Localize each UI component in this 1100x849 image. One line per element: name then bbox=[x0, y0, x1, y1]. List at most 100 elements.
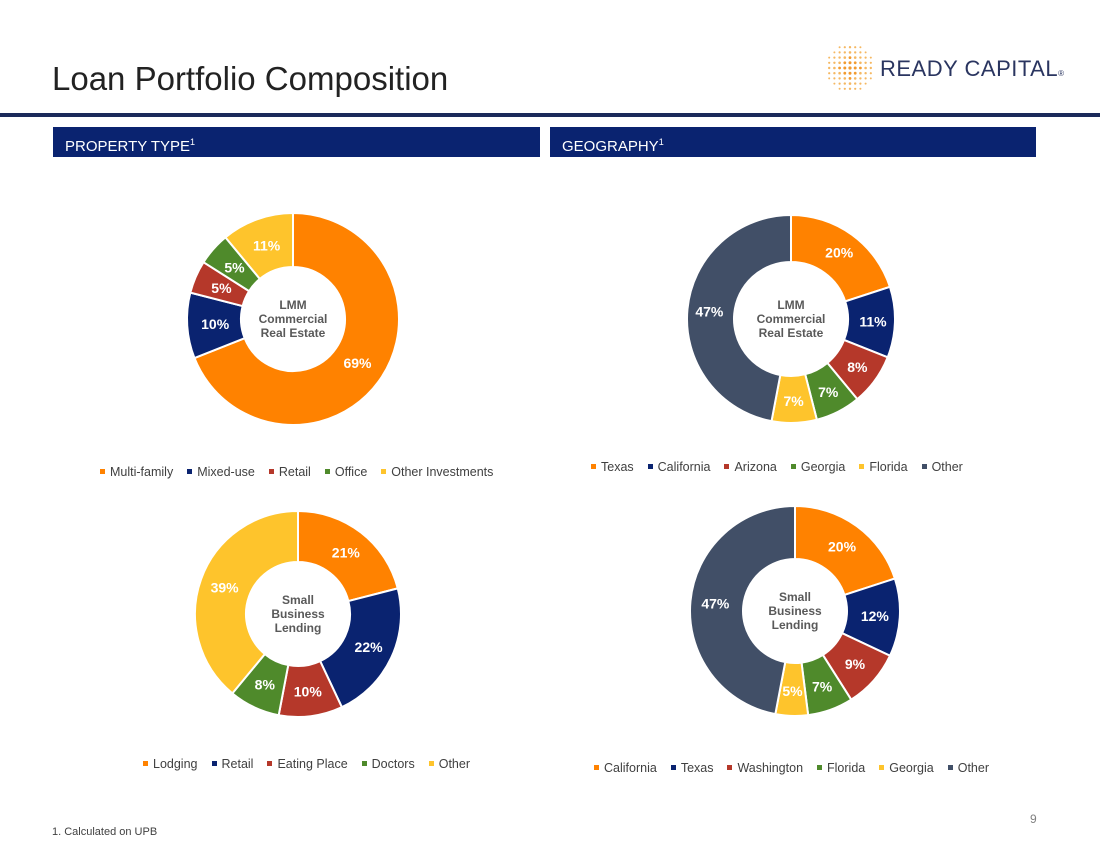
data-label-sbl-property-4: 39% bbox=[211, 580, 240, 596]
legend-item-georgia: Georgia bbox=[790, 460, 845, 474]
legend-swatch bbox=[724, 464, 730, 470]
legend-swatch bbox=[267, 761, 273, 767]
logo-dot bbox=[838, 61, 841, 65]
legend-label: Arizona bbox=[734, 460, 777, 474]
logo-dot bbox=[828, 56, 831, 59]
logo-dot bbox=[864, 77, 867, 80]
logo-dot bbox=[848, 56, 852, 59]
logo-dot bbox=[864, 72, 867, 75]
logo-dot bbox=[843, 56, 847, 59]
data-label-lmm-property-0: 69% bbox=[343, 355, 372, 371]
logo-dot bbox=[828, 72, 831, 75]
legend-item-doctors: Doctors bbox=[361, 757, 415, 771]
data-label-sbl-property-2: 10% bbox=[294, 683, 323, 699]
header-rule bbox=[0, 113, 1100, 117]
legend-item-other: Other bbox=[947, 761, 989, 775]
logo-dot bbox=[859, 66, 862, 70]
logo-dot bbox=[864, 82, 867, 85]
logo-dot bbox=[838, 46, 841, 49]
logo-dot bbox=[833, 82, 836, 85]
logo-dot bbox=[848, 82, 852, 85]
legend-swatch bbox=[361, 761, 367, 767]
logo-dot bbox=[833, 66, 836, 70]
logo-dot bbox=[859, 82, 862, 85]
data-label-sbl-geography-0: 20% bbox=[828, 538, 857, 554]
legend-swatch bbox=[428, 761, 434, 767]
legend-label: Florida bbox=[827, 761, 866, 775]
logo-dot bbox=[848, 51, 852, 54]
legend-label: Washington bbox=[737, 761, 804, 775]
center-label-sbl-property-0: Small bbox=[282, 593, 314, 607]
center-label-lmm-property-0: LMM bbox=[279, 298, 306, 312]
logo-dot bbox=[853, 66, 857, 70]
legend-item-retail: Retail bbox=[268, 465, 311, 479]
legend-item-retail: Retail bbox=[211, 757, 253, 771]
center-label-sbl-geography-0: Small bbox=[779, 590, 811, 604]
logo-dot bbox=[848, 77, 852, 80]
slice-sbl-property-retail bbox=[318, 587, 402, 709]
logo-dot bbox=[843, 77, 847, 80]
legend-label: Texas bbox=[680, 761, 714, 775]
legend-swatch bbox=[859, 464, 865, 470]
logo-dot-grid-icon bbox=[828, 46, 872, 90]
legend-item-office: Office bbox=[324, 465, 368, 479]
logo-dot bbox=[848, 61, 852, 65]
legend-label: Texas bbox=[601, 460, 634, 474]
legend-swatch bbox=[947, 765, 953, 771]
legend-swatch bbox=[790, 464, 796, 470]
legend-sbl-geography: California Texas Washington Florida Georgia O… bbox=[594, 761, 1003, 775]
logo-dot bbox=[843, 71, 847, 75]
legend-label: Multi-family bbox=[110, 465, 174, 479]
legend-label: California bbox=[657, 460, 711, 474]
legend-swatch bbox=[670, 765, 676, 771]
legend-label: Georgia bbox=[889, 761, 934, 775]
legend-item-mixed-use: Mixed-use bbox=[187, 465, 255, 479]
logo-dot bbox=[838, 56, 841, 59]
center-label-lmm-property-2: Real Estate bbox=[261, 326, 326, 340]
legend-lmm-geography: Texas California Arizona Georgia Florida Othe… bbox=[591, 460, 977, 474]
logo-dot bbox=[833, 72, 836, 75]
legend-item-texas: Texas bbox=[591, 460, 634, 474]
legend-swatch bbox=[879, 765, 885, 771]
logo-dot bbox=[854, 87, 857, 90]
legend-label: Doctors bbox=[371, 757, 415, 771]
logo-dot bbox=[843, 51, 846, 54]
center-label-lmm-geography-2: Real Estate bbox=[759, 326, 824, 340]
data-label-lmm-property-1: 10% bbox=[201, 316, 230, 332]
logo-dot bbox=[848, 66, 852, 70]
logo-dot bbox=[869, 61, 872, 64]
data-label-sbl-property-1: 22% bbox=[355, 639, 384, 655]
data-label-lmm-geography-1: 11% bbox=[859, 314, 887, 330]
legend-sbl-property: Lodging Retail Eating Place Doctors Other bbox=[143, 757, 484, 771]
data-label-sbl-geography-5: 47% bbox=[701, 595, 730, 611]
section-header-geography: GEOGRAPHY1 bbox=[550, 127, 1036, 157]
data-label-sbl-geography-4: 5% bbox=[782, 683, 803, 699]
legend-item-texas: Texas bbox=[670, 761, 714, 775]
data-label-lmm-geography-2: 8% bbox=[847, 359, 868, 375]
data-label-lmm-geography-4: 7% bbox=[783, 393, 804, 409]
center-label-sbl-property-1: Business bbox=[271, 607, 325, 621]
logo-dot bbox=[853, 61, 857, 65]
ready-capital-logo bbox=[828, 46, 872, 90]
center-label-lmm-property-1: Commercial bbox=[259, 312, 328, 326]
data-label-sbl-geography-1: 12% bbox=[861, 608, 890, 624]
logo-dot bbox=[859, 71, 862, 75]
logo-dot bbox=[828, 77, 831, 80]
data-label-lmm-property-3: 5% bbox=[224, 259, 245, 275]
legend-label: California bbox=[604, 761, 657, 775]
legend-swatch bbox=[647, 464, 653, 470]
logo-dot bbox=[833, 77, 836, 80]
legend-item-multi-family: Multi-family bbox=[100, 465, 173, 479]
center-label-lmm-geography-1: Commercial bbox=[757, 312, 826, 326]
legend-item-arizona: Arizona bbox=[724, 460, 777, 474]
legend-item-florida: Florida bbox=[859, 460, 908, 474]
logo-dot bbox=[859, 46, 862, 49]
slice-sbl-property-other bbox=[194, 509, 299, 695]
legend-item-florida: Florida bbox=[817, 761, 865, 775]
legend-swatch bbox=[324, 469, 330, 475]
legend-label: Office bbox=[334, 465, 368, 479]
logo-dot bbox=[859, 61, 862, 65]
legend-swatch bbox=[817, 765, 823, 771]
section-header-property-type: PROPERTY TYPE1 bbox=[53, 127, 540, 157]
logo-dot bbox=[854, 46, 857, 49]
